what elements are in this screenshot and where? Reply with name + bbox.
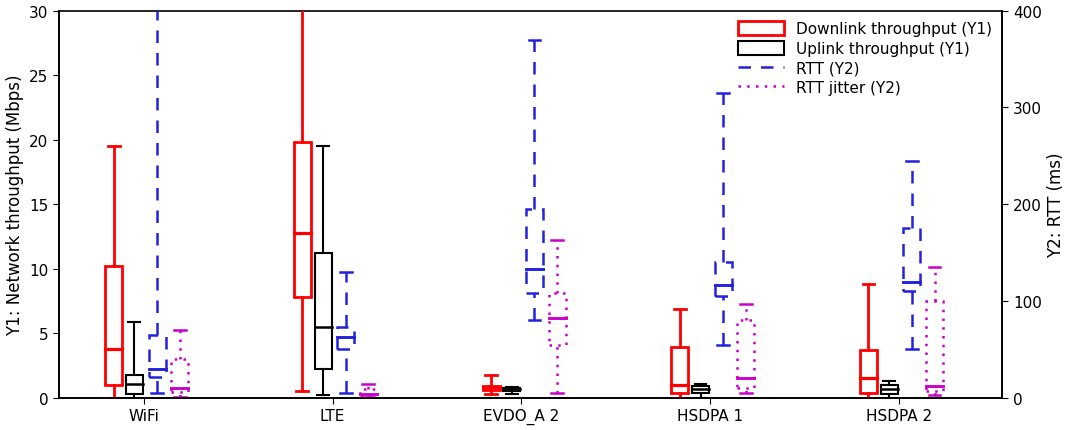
Y-axis label: Y2: RTT (ms): Y2: RTT (ms) (1047, 152, 1066, 257)
Bar (860, 350, 877, 393)
Bar (126, 375, 142, 394)
Bar (526, 209, 543, 294)
Bar (337, 327, 355, 350)
Bar (672, 348, 689, 393)
Bar (548, 294, 565, 345)
Bar (105, 267, 122, 385)
Bar (293, 143, 311, 298)
Bar (926, 301, 944, 391)
Legend: Downlink throughput (Y1), Uplink throughput (Y1), RTT (Y2), RTT jitter (Y2): Downlink throughput (Y1), Uplink through… (731, 16, 998, 102)
Bar (483, 386, 499, 390)
Bar (171, 359, 188, 392)
Bar (880, 385, 897, 394)
Y-axis label: Y1: Network throughput (Mbps): Y1: Network throughput (Mbps) (5, 74, 24, 335)
Bar (692, 386, 709, 393)
Bar (315, 254, 332, 369)
Bar (904, 229, 920, 292)
Bar (149, 335, 166, 377)
Bar (503, 388, 521, 391)
Bar (360, 389, 377, 396)
Bar (737, 321, 754, 388)
Bar (714, 263, 731, 296)
